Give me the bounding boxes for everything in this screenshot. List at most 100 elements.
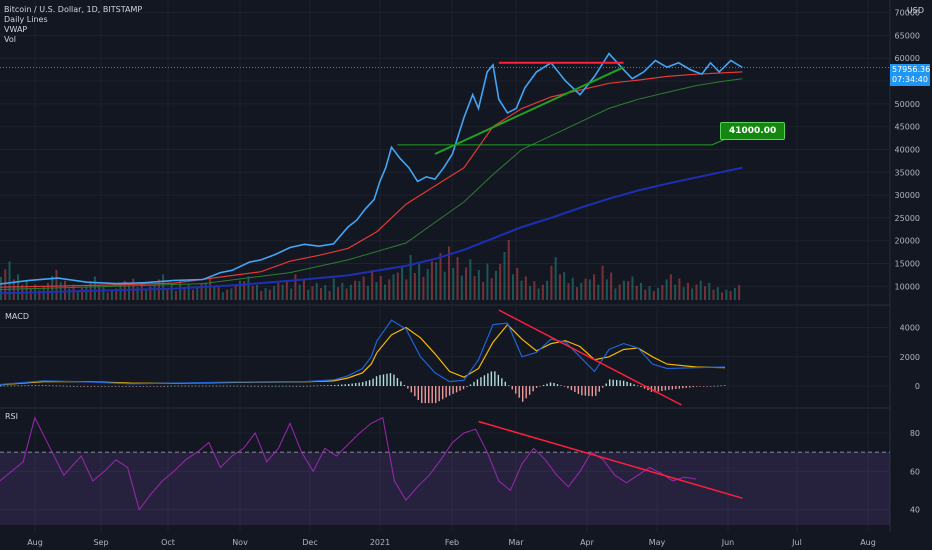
support-trendline — [434, 66, 624, 155]
macd-histogram-bar — [59, 385, 61, 387]
macd-histogram-bar — [654, 386, 656, 393]
volume-bar — [593, 274, 596, 300]
volume-bar — [618, 284, 621, 300]
volume-bar — [605, 279, 608, 300]
price-callout[interactable]: 41000.00 — [720, 122, 786, 140]
macd-histogram-bar — [417, 386, 419, 400]
macd-histogram-bar — [281, 385, 284, 387]
volume-bar — [712, 289, 715, 300]
volume-bar — [396, 272, 399, 300]
volume-bar — [119, 284, 122, 300]
macd-histogram-bar — [17, 385, 19, 387]
macd-histogram-bar — [365, 381, 367, 386]
macd-histogram-bar — [146, 386, 148, 387]
macd-histogram-bar — [62, 385, 65, 387]
y-tick-label: 2000 — [900, 353, 920, 362]
macd-histogram-bar — [396, 378, 399, 386]
y-tick-label: 50000 — [895, 100, 920, 109]
volume-bar — [238, 280, 241, 300]
volume-bar — [140, 282, 143, 300]
macd-histogram-bar — [341, 384, 343, 386]
series-line-price — [0, 52, 743, 285]
x-tick-label: Mar — [508, 538, 524, 547]
volume-bar — [533, 281, 536, 300]
volume-bar — [516, 267, 519, 300]
volume-bar — [234, 284, 237, 300]
y-tick-label: 45000 — [895, 123, 920, 132]
volume-bar — [294, 274, 297, 300]
volume-bar — [260, 291, 263, 300]
macd-histogram-bar — [80, 386, 82, 387]
macd-histogram-bar — [212, 385, 214, 387]
macd-histogram-bar — [626, 381, 628, 386]
rsi-band-fill — [0, 452, 890, 525]
macd-histogram-bar — [459, 386, 461, 391]
y-tick-label: 20000 — [895, 237, 920, 246]
indicator-daily-lines[interactable]: Daily Lines — [4, 15, 48, 24]
volume-bar — [230, 288, 233, 300]
volume-bar — [490, 278, 493, 300]
volume-bar — [187, 284, 190, 300]
macd-histogram-bar — [316, 385, 319, 387]
currency-label[interactable]: USD — [906, 6, 924, 15]
macd-histogram-bar — [518, 386, 520, 398]
macd-histogram-bar — [73, 385, 75, 387]
volume-bar — [332, 278, 335, 300]
macd-histogram-bar — [205, 385, 207, 387]
macd-histogram-bar — [501, 378, 503, 386]
macd-histogram-bar — [264, 385, 266, 387]
macd-histogram-bar — [716, 385, 719, 387]
rsi-pane-title[interactable]: RSI — [5, 412, 18, 421]
volume-bar — [682, 287, 685, 300]
macd-trendline — [498, 309, 682, 406]
volume-bar — [405, 279, 408, 300]
macd-histogram-bar — [584, 386, 587, 396]
macd-histogram-bar — [431, 386, 433, 404]
macd-histogram-bar — [118, 386, 120, 387]
macd-histogram-bar — [588, 386, 590, 396]
series-line-ma-red — [0, 71, 743, 288]
macd-histogram-bar — [274, 385, 277, 387]
macd-pane-title[interactable]: MACD — [5, 312, 29, 321]
macd-histogram-bar — [438, 386, 440, 402]
macd-histogram-bar — [306, 385, 308, 387]
macd-histogram-bar — [570, 386, 573, 391]
volume-bar — [328, 291, 331, 300]
indicator-vwap[interactable]: VWAP — [4, 25, 28, 34]
volume-bar — [674, 284, 677, 300]
volume-bar — [341, 282, 344, 300]
macd-histogram-bar — [706, 386, 708, 387]
macd-histogram-bar — [609, 379, 611, 386]
macd-histogram-bar — [24, 385, 26, 387]
indicator-vol[interactable]: Vol — [4, 35, 16, 44]
macd-histogram-bar — [702, 386, 705, 387]
macd-histogram-bar — [549, 382, 552, 386]
volume-bar — [93, 276, 96, 300]
macd-histogram-bar — [250, 385, 252, 387]
volume-bar — [460, 275, 463, 300]
volume-bar — [64, 280, 66, 300]
macd-histogram-bar — [3, 385, 5, 387]
volume-bar — [665, 279, 668, 300]
volume-bar — [721, 292, 724, 300]
volume-bar — [371, 270, 374, 300]
macd-histogram-bar — [497, 374, 500, 386]
macd-histogram-bar — [692, 386, 694, 388]
volume-bar — [622, 280, 625, 300]
series-line-vwap — [0, 166, 743, 295]
symbol-title[interactable]: Bitcoin / U.S. Dollar, 1D, BITSTAMP — [4, 5, 143, 14]
volume-bar — [362, 276, 365, 300]
volume-bar — [311, 286, 314, 300]
volume-bar — [473, 276, 476, 300]
volume-bar — [200, 282, 203, 300]
macd-histogram-bar — [452, 386, 454, 394]
macd-histogram-bar — [174, 385, 176, 387]
macd-histogram-bar — [591, 386, 593, 397]
macd-histogram-bar — [45, 385, 47, 386]
macd-histogram-bar — [525, 386, 527, 399]
macd-histogram-bar — [243, 385, 245, 387]
current-price: 57956.36 — [892, 65, 931, 74]
x-tick-label: Jul — [791, 538, 802, 547]
volume-bar — [320, 288, 322, 300]
